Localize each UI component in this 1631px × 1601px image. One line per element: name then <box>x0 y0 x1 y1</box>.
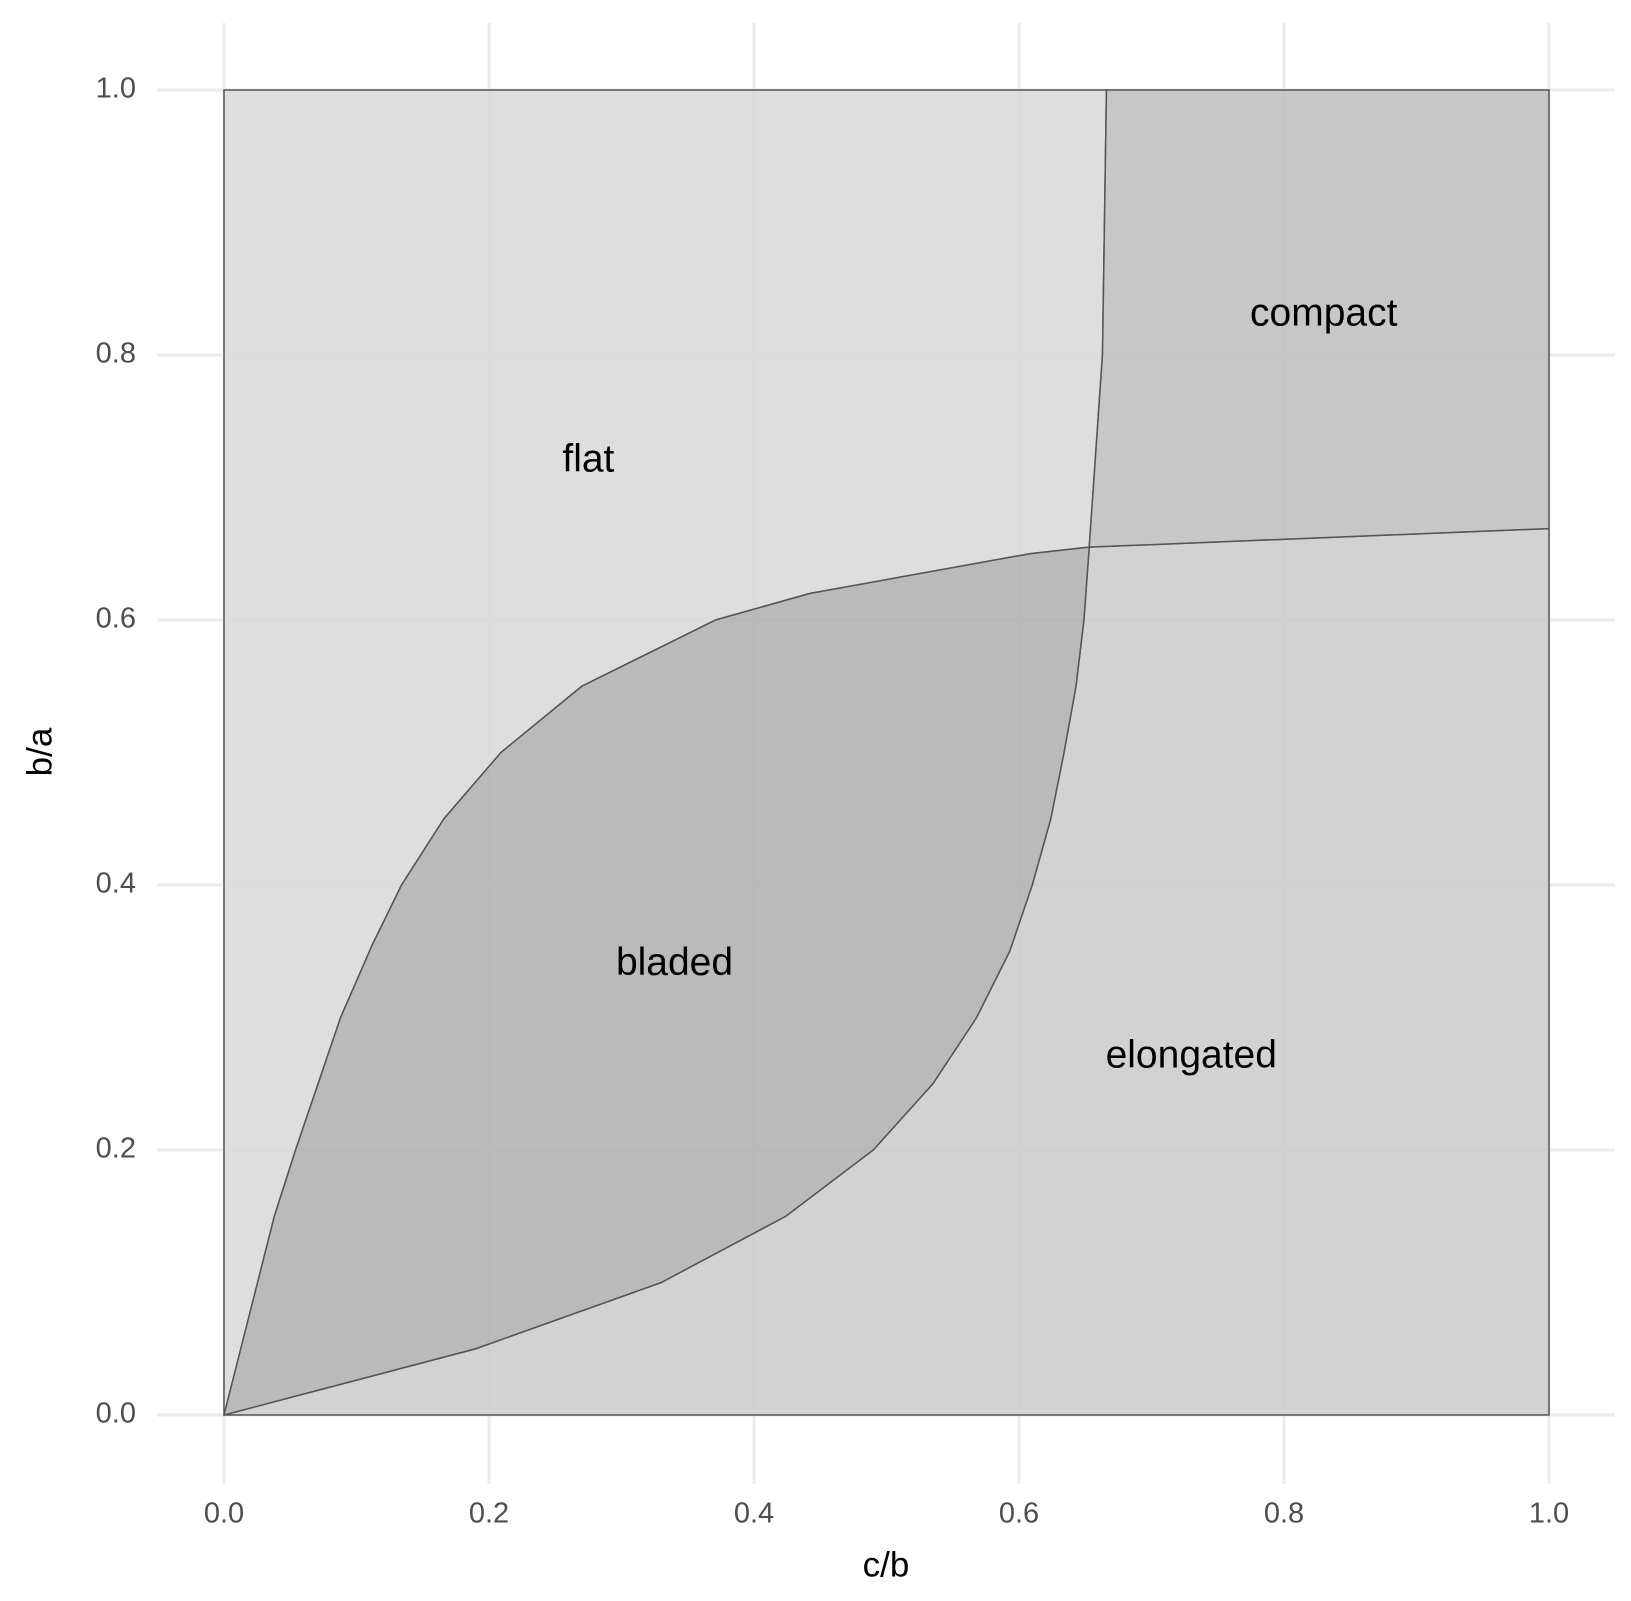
x-tick-label: 1.0 <box>1529 1498 1569 1530</box>
y-axis-label: b/a <box>20 727 59 776</box>
region-label: bladed <box>616 941 733 984</box>
x-axis-label: c/b <box>863 1545 910 1584</box>
region-polygon <box>222 546 1091 1417</box>
region-polygon <box>1088 89 1550 548</box>
y-tick-label: 0.2 <box>96 1133 136 1165</box>
y-tick-label: 0.8 <box>96 338 136 370</box>
x-tick-label: 0.0 <box>204 1498 244 1530</box>
x-tick-label: 0.8 <box>1264 1498 1304 1530</box>
x-tick-label: 0.6 <box>999 1498 1039 1530</box>
region-label: compact <box>1250 292 1398 335</box>
y-tick-label: 1.0 <box>96 73 136 105</box>
y-tick-label: 0.0 <box>96 1398 136 1430</box>
x-tick-label: 0.4 <box>734 1498 774 1530</box>
region-label: elongated <box>1106 1034 1277 1077</box>
region-label: flat <box>562 437 614 480</box>
y-tick-label: 0.6 <box>96 603 136 635</box>
y-tick-label: 0.4 <box>96 868 136 900</box>
x-tick-label: 0.2 <box>469 1498 509 1530</box>
